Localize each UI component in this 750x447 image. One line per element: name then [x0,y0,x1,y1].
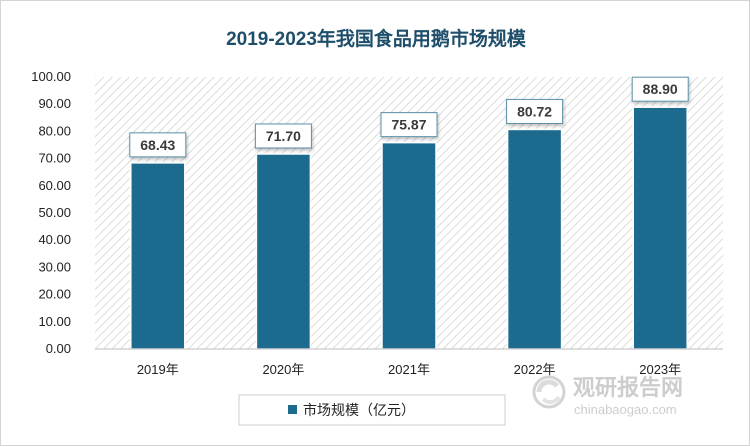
data-labels: 68.43 71.70 75.87 80.72 88.90 [129,76,689,158]
y-tick-label: 80.00 [38,123,71,138]
bar [506,128,563,350]
y-tick-label: 30.00 [38,259,71,274]
legend: 市场规模（亿元） [238,394,506,426]
y-tick-label: 40.00 [38,232,71,247]
y-tick-label: 50.00 [38,205,71,220]
y-tick-label: 60.00 [38,178,71,193]
data-label-box [506,98,564,124]
x-tick-label: 2022年 [514,362,556,377]
y-tick-label: 90.00 [38,96,71,111]
y-tick-label: 10.00 [38,314,71,329]
chart-title: 2019-2023年我国食品用鹅市场规模 [226,27,527,50]
data-label: 68.43 [140,137,175,153]
x-tick-label: 2020年 [262,362,304,377]
y-axis: 0.00 10.00 20.00 30.00 40.00 50.00 60.00 70.00 8… [31,69,71,356]
x-axis: 2019年 2020年 2021年 2022年 2023年 [95,348,723,377]
bar [255,153,312,350]
watermark-brand-cn: 观研报告网 [573,375,683,400]
bar [130,162,186,350]
x-tick-label: 2023年 [639,362,681,377]
y-tick-label: 70.00 [38,151,71,166]
data-label: 75.87 [391,117,426,133]
watermark: 观研报告网 chinabaogao.com [532,375,683,417]
data-label: 80.72 [517,103,552,119]
data-label: 88.90 [643,81,678,97]
x-tick-label: 2019年 [137,362,179,377]
bar-series [130,106,688,350]
y-tick-label: 0.00 [46,341,71,356]
legend-box [238,394,506,426]
data-label-box [129,132,187,158]
bar [381,141,437,350]
bar [632,106,688,350]
legend-swatch [288,405,297,414]
data-label-box [254,123,312,149]
data-label: 71.70 [266,128,301,144]
data-label-box [380,112,438,138]
watermark-logo-icon [532,375,566,409]
x-tick-label: 2021年 [388,362,430,377]
y-tick-label: 20.00 [38,287,71,302]
legend-label: 市场规模（亿元） [303,402,415,418]
data-label-box [631,76,689,102]
y-tick-label: 100.00 [31,69,71,84]
watermark-brand-en: chinabaogao.com [574,402,677,417]
